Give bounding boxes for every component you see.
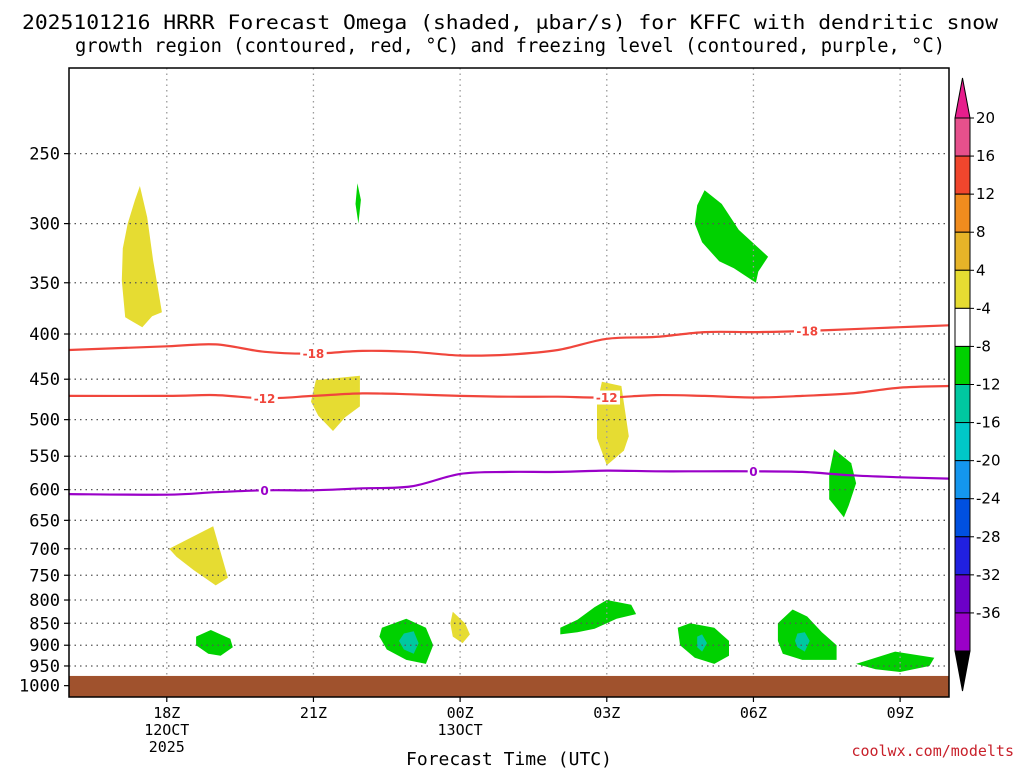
y-tick-label-450: 450 [29,370,60,390]
colorbar-segment-12 [954,536,971,576]
colorbar-bottom-arrow [954,650,971,692]
omega-region-6 [355,183,361,224]
contour-label-bg-freezing-level-1 [258,483,271,498]
y-tick-label-600: 600 [29,481,60,501]
x-tick-label-1-1: 18Z [153,704,180,722]
colorbar-segment-1 [954,117,971,157]
omega-region-7 [694,190,769,283]
y-tick-label-700: 700 [29,540,60,560]
omega-region-17 [795,632,810,652]
contour-label-dgz-bottom-1: -12 [254,392,276,406]
colorbar-label-12: -28 [976,528,1001,546]
plot-background [69,68,949,697]
x-tick-label-3-2: 13OCT [438,721,483,739]
contour-label-dgz-top-2: -18 [796,325,818,339]
y-tick-label-650: 650 [29,511,60,531]
colorbar-segment-14 [954,612,971,652]
ground-layer [69,675,949,697]
x-tick-label-4-1: 03Z [593,704,620,722]
colorbar-label-3: 12 [976,185,995,203]
contour-dgz-bottom [68,384,950,400]
omega-region-8 [829,449,857,518]
omega-region-16 [697,634,707,652]
omega-region-14 [856,651,935,672]
colorbar-label-4: 8 [976,223,986,241]
colorbar-segment-2 [954,155,971,195]
contour-label-bg-dgz-bottom-1 [251,391,278,406]
omega-region-9 [196,630,233,656]
colorbar-segment-4 [954,231,971,271]
y-tick-label-350: 350 [29,274,60,294]
colorbar-label-8: -12 [976,376,1001,394]
colorbar-top-arrow [954,77,971,119]
colorbar-label-1: 20 [976,109,995,127]
y-tick-label-950: 950 [29,657,60,677]
title-line-2: growth region (contoured, red, °C) and f… [75,34,945,57]
x-tick-label-1-2: 12OCT [144,721,189,739]
colorbar-segment-8 [954,384,971,424]
contour-label-dgz-top-1: -18 [303,347,325,361]
chart-title: 2025101216 HRRR Forecast Omega (shaded, … [22,11,998,57]
credit-text: coolwx.com/modelts [851,742,1014,760]
contour-label-bg-freezing-level-2 [747,464,760,479]
colorbar-label-14: -36 [976,604,1001,622]
omega-region-5 [450,611,470,644]
omega-region-13 [777,609,837,660]
plot-area: -18 -18 -12 -12 0 0 250 300 350 400 450 500 550 600 65… [19,67,950,756]
colorbar-segment-11 [954,498,971,538]
y-tick-label-900: 900 [29,636,60,656]
colorbar: 20 16 12 8 4 -4 -8 -12 -16 -20 -24 -28 -32 -36 [954,77,1001,692]
colorbar-segment-13 [954,574,971,614]
omega-region-15 [399,631,419,654]
y-tick-label-1000: 1000 [19,677,60,697]
colorbar-label-5: 4 [976,261,986,279]
colorbar-label-11: -24 [976,490,1001,508]
y-tick-label-750: 750 [29,566,60,586]
x-tick-label-6-1: 09Z [887,704,914,722]
colorbar-label-7: -8 [976,337,991,355]
y-tick-label-300: 300 [29,215,60,235]
y-tick-label-500: 500 [29,411,60,431]
colorbar-segment-9 [954,422,971,462]
y-tick-label-400: 400 [29,325,60,345]
contour-freezing-level [68,469,950,496]
y-tick-label-250: 250 [29,145,60,165]
y-tick-label-800: 800 [29,591,60,611]
colorbar-segment-5 [954,269,971,309]
omega-region-11 [560,600,637,635]
contour-label-bg-dgz-bottom-2 [593,390,621,405]
omega-region-1 [121,186,162,328]
colorbar-segment-7 [954,345,971,385]
contour-label-bg-dgz-top-2 [793,324,821,339]
colorbar-label-6: -4 [976,299,991,317]
x-tick-label-5-1: 06Z [740,704,767,722]
y-tick-label-550: 550 [29,447,60,467]
colorbar-segment-10 [954,460,971,500]
plot-frame [68,67,950,698]
contour-label-bg-dgz-top-1 [300,346,327,361]
contour-label-dgz-bottom-2: -12 [596,391,618,405]
contour-label-freezing-level-1: 0 [260,484,268,498]
colorbar-segment-3 [954,193,971,233]
colorbar-label-9: -16 [976,414,1001,432]
omega-region-2 [311,375,360,431]
x-tick-label-3-1: 00Z [447,704,474,722]
x-axis-label: Forecast Time (UTC) [406,749,612,768]
colorbar-label-13: -32 [976,566,1001,584]
title-line-1: 2025101216 HRRR Forecast Omega (shaded, … [22,11,998,34]
x-tick-label-2-1: 21Z [300,704,327,722]
y-tick-label-850: 850 [29,614,60,634]
colorbar-segment-6 [954,307,971,347]
colorbar-label-2: 16 [976,147,995,165]
omega-region-4 [169,526,228,586]
colorbar-label-10: -20 [976,452,1001,470]
x-tick-label-1-3: 2025 [149,738,185,756]
contour-label-freezing-level-2: 0 [749,465,757,479]
